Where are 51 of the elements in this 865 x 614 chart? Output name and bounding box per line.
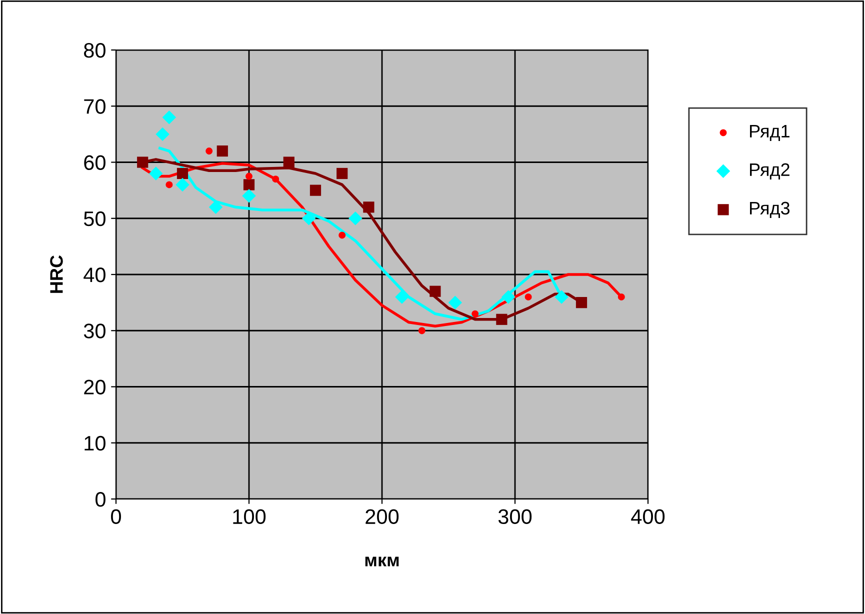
point [418, 327, 426, 334]
point [149, 166, 163, 180]
x-tick-label: 200 [366, 509, 399, 524]
point [496, 314, 508, 325]
point [272, 176, 280, 183]
point [448, 296, 462, 310]
y-tick-label: 30 [84, 324, 106, 338]
point [501, 290, 516, 304]
x-tick-label: 400 [631, 509, 665, 524]
point [472, 310, 479, 318]
y-tick-label: 20 [84, 380, 106, 395]
point [430, 286, 441, 297]
y-tick-label: 50 [84, 211, 106, 226]
point [216, 145, 228, 157]
point [137, 156, 148, 168]
point [363, 202, 374, 213]
y-tick-label: 10 [84, 436, 106, 451]
point [243, 179, 255, 190]
point [338, 232, 346, 239]
x-tick-label: 300 [498, 509, 532, 524]
legend-label: Ряд1 [750, 124, 790, 141]
x-axis-title: мкм [365, 556, 399, 566]
point [576, 297, 588, 308]
y-tick-label: 40 [84, 268, 106, 282]
x-tick-label: 100 [233, 509, 266, 524]
point [208, 200, 223, 214]
y-axis-title: HRC [50, 255, 63, 293]
point [554, 290, 568, 304]
point [246, 172, 252, 180]
legend-label: Ряд2 [750, 163, 790, 180]
point [302, 212, 316, 226]
point [156, 127, 170, 142]
y-tick-label: 70 [84, 99, 106, 114]
point [283, 156, 294, 168]
point [206, 148, 213, 154]
point [336, 168, 348, 180]
x-tick-label: 0 [111, 509, 121, 524]
point [162, 110, 176, 124]
y-tick-label: 0 [96, 492, 106, 507]
y-tick-label: 60 [84, 155, 106, 170]
point [310, 184, 322, 196]
point [176, 168, 188, 180]
point [242, 189, 256, 203]
point [348, 212, 362, 226]
point [524, 293, 532, 300]
point [176, 178, 190, 192]
point [395, 290, 409, 304]
point [166, 181, 173, 188]
legend-label: Ряд3 [750, 202, 790, 218]
point [618, 293, 625, 300]
y-tick-label: 80 [84, 43, 106, 58]
